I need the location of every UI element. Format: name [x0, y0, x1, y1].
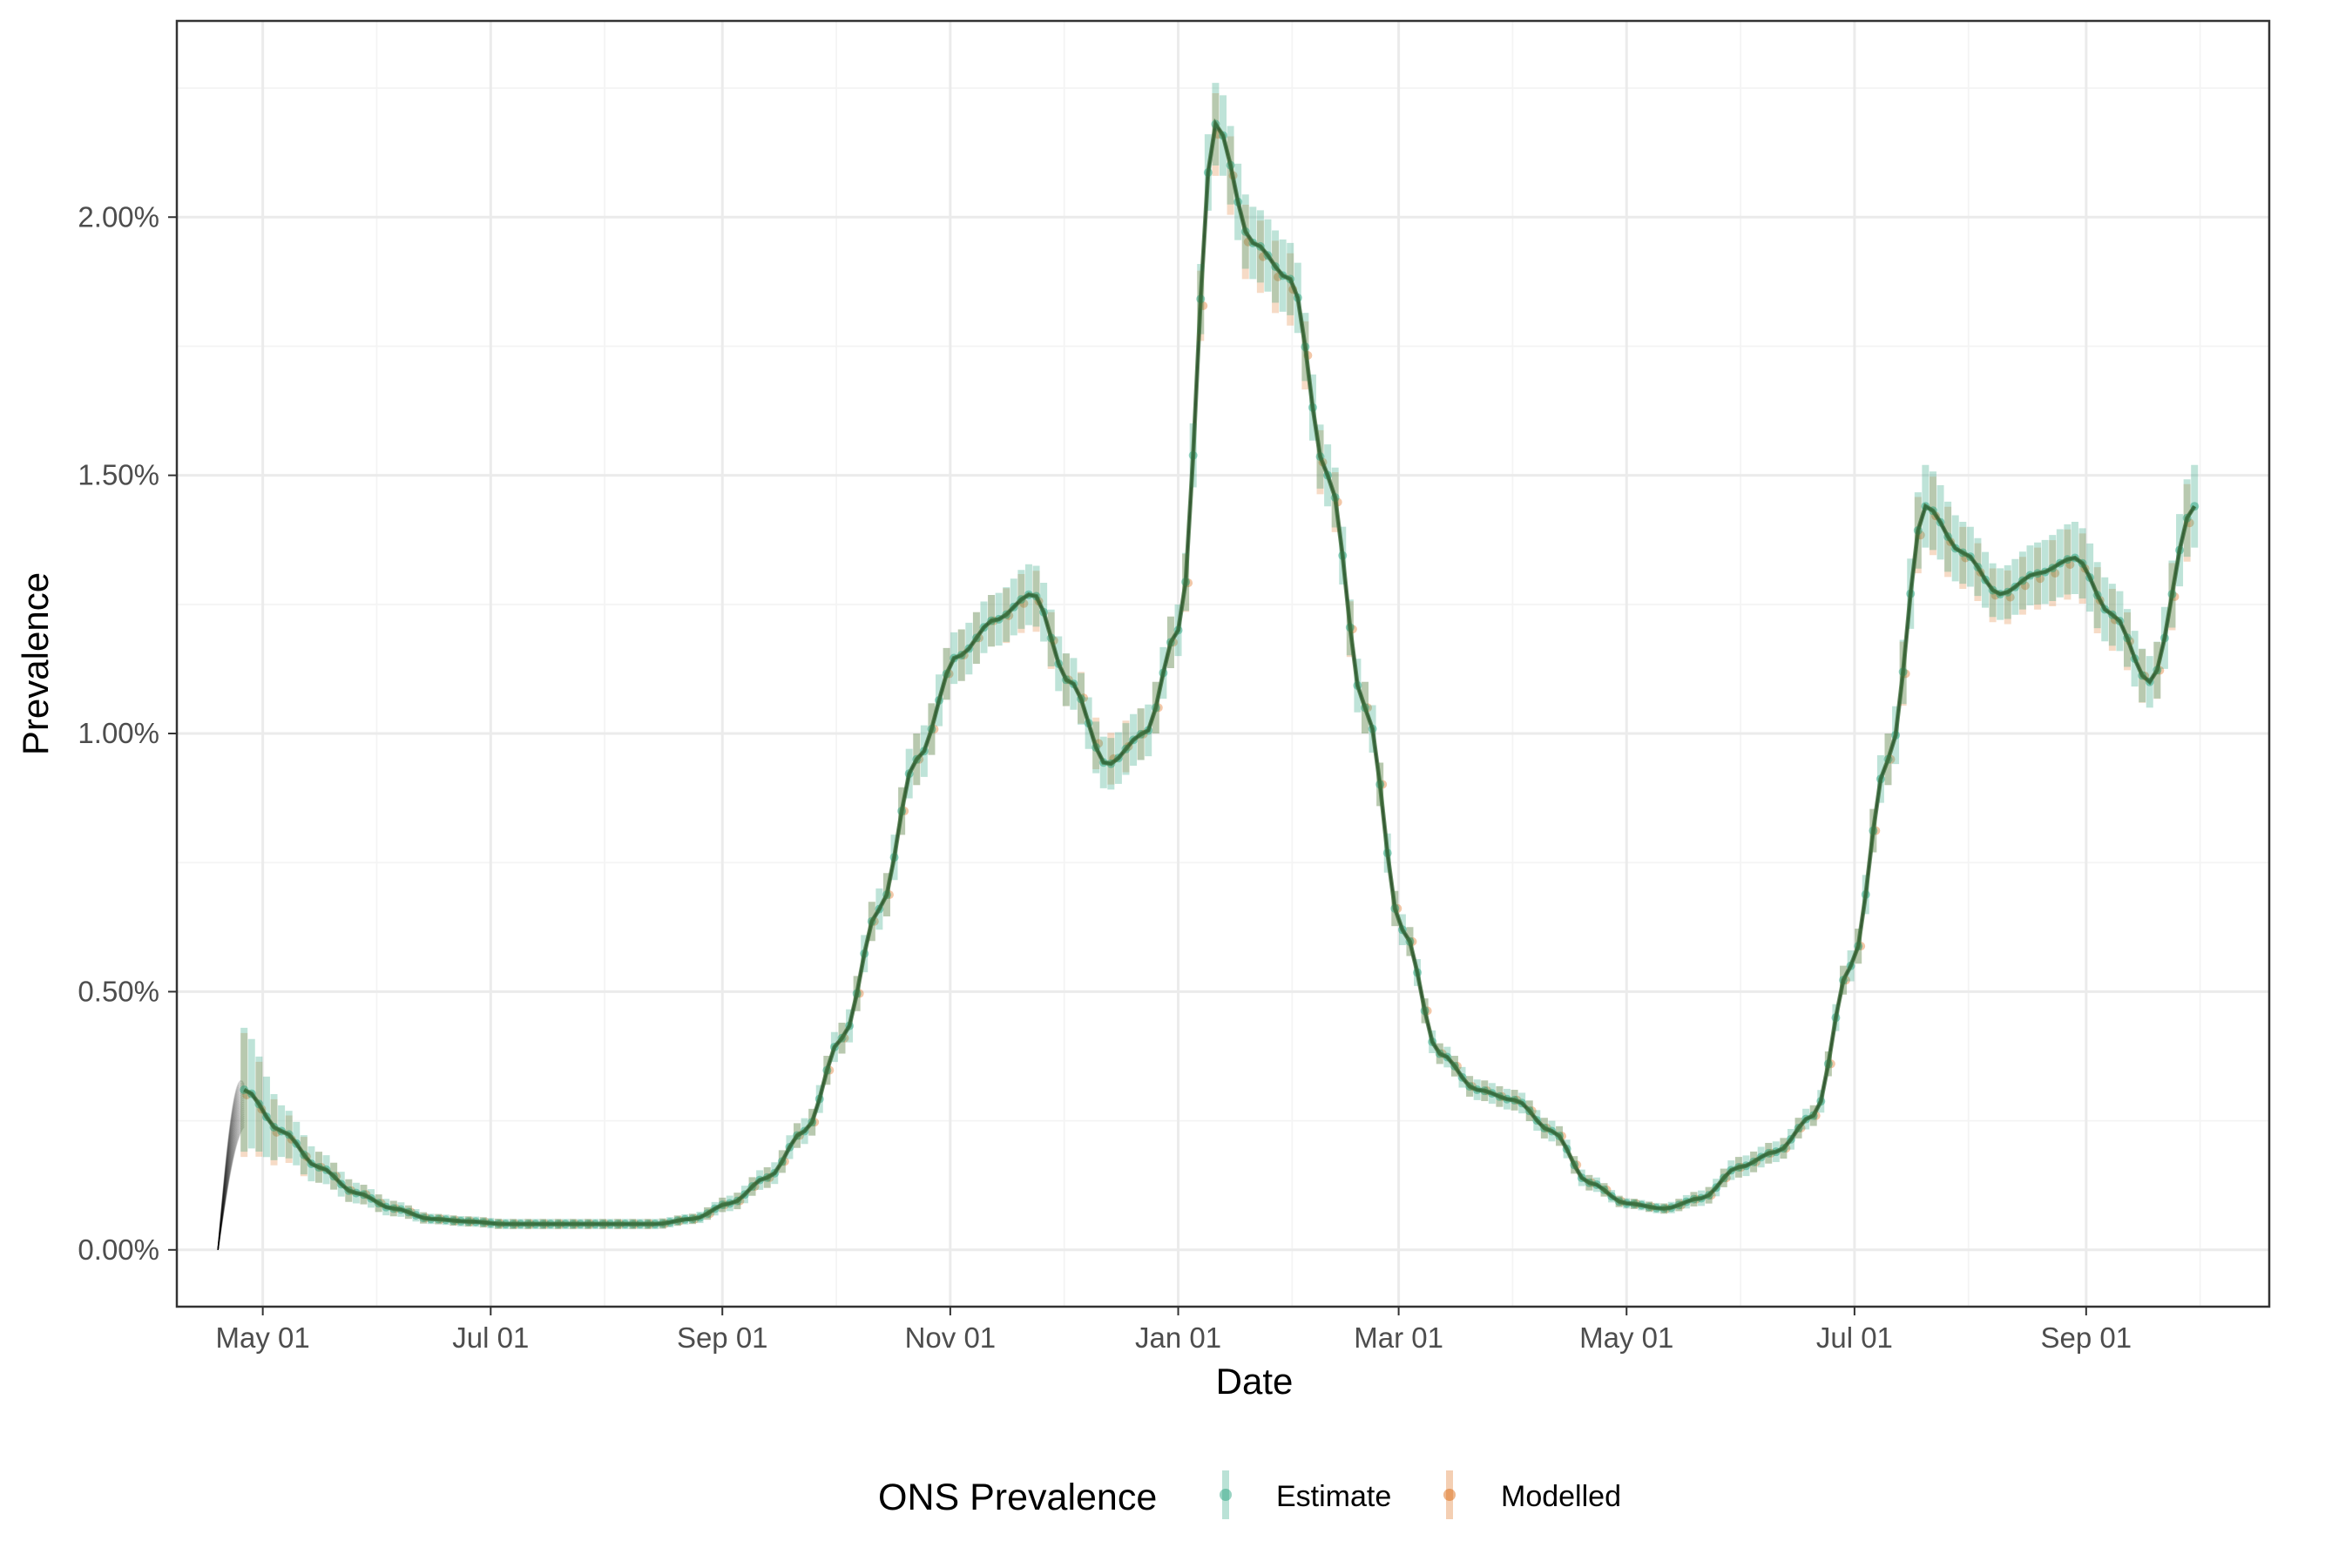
major-grid	[177, 21, 2269, 1307]
x-tick-label: Jul 01	[1816, 1321, 1893, 1354]
x-tick-label: Sep 01	[2041, 1321, 2132, 1354]
sample-line	[217, 1105, 245, 1250]
y-tick-label: 1.50%	[78, 459, 159, 491]
modelled-point	[2020, 581, 2030, 591]
legend-title: ONS Prevalence	[878, 1477, 1157, 1518]
sample-line	[217, 1084, 245, 1250]
legend-key-estimate-bar	[1222, 1470, 1229, 1519]
modelled-point	[2005, 592, 2015, 602]
sample-line	[217, 1095, 245, 1250]
minor-grid	[177, 21, 2269, 1307]
y-tick-label: 0.00%	[78, 1233, 159, 1266]
x-tick-label: Nov 01	[905, 1321, 997, 1354]
legend-key-modelled-point	[1443, 1489, 1456, 1501]
modelled-point	[2036, 574, 2045, 584]
sample-line	[217, 1080, 245, 1250]
x-tick-label: Jul 01	[452, 1321, 529, 1354]
y-tick-label: 1.00%	[78, 717, 159, 749]
legend-key-estimate-point	[1220, 1489, 1232, 1501]
sample-line	[217, 1125, 245, 1250]
sample-line	[217, 1101, 245, 1250]
sample-line	[217, 1109, 245, 1250]
sample-line	[217, 1124, 245, 1250]
sample-line	[217, 1099, 245, 1250]
estimate-median-line	[243, 118, 2197, 1227]
legend: ONS Prevalence Estimate Modelled	[878, 1470, 1621, 1519]
sample-line	[217, 1112, 245, 1250]
sample-line	[217, 1121, 245, 1250]
sample-line	[217, 1087, 245, 1250]
sample-line	[217, 1082, 245, 1250]
x-tick-label: May 01	[216, 1321, 310, 1354]
sample-line	[217, 1119, 245, 1250]
y-axis-title: Prevalence	[15, 572, 56, 755]
legend-key-modelled	[1443, 1470, 1456, 1519]
sample-line	[217, 1117, 245, 1250]
sample-line	[217, 1111, 245, 1250]
modelled-point	[2065, 560, 2075, 570]
series-layer	[240, 83, 2200, 1230]
sample-line	[217, 1106, 245, 1250]
legend-label-estimate: Estimate	[1276, 1480, 1391, 1513]
sample-line	[217, 1089, 245, 1250]
x-tick-label: May 01	[1579, 1321, 1673, 1354]
y-tick-label: 2.00%	[78, 200, 159, 233]
sample-line	[217, 1092, 245, 1250]
sample-line	[217, 1085, 245, 1250]
legend-label-modelled: Modelled	[1501, 1480, 1621, 1513]
x-tick-label: Sep 01	[677, 1321, 768, 1354]
legend-key-estimate	[1220, 1470, 1232, 1519]
sample-line	[217, 1115, 245, 1250]
y-axis: 0.00% 0.50% 1.00% 1.50% 2.00%	[78, 200, 177, 1266]
x-axis: May 01 Jul 01 Sep 01 Nov 01 Jan 01 Mar 01 May …	[216, 1307, 2132, 1354]
sample-line	[217, 1103, 245, 1250]
sample-line	[217, 1098, 245, 1250]
sample-line	[217, 1093, 245, 1250]
x-axis-title: Date	[1216, 1361, 1294, 1402]
modelled-point	[2051, 569, 2060, 578]
x-tick-label: Mar 01	[1354, 1321, 1443, 1354]
y-tick-label: 0.50%	[78, 975, 159, 1007]
x-tick-label: Jan 01	[1135, 1321, 1221, 1354]
panel-border	[175, 19, 2271, 1308]
legend-key-modelled-bar	[1446, 1470, 1453, 1519]
